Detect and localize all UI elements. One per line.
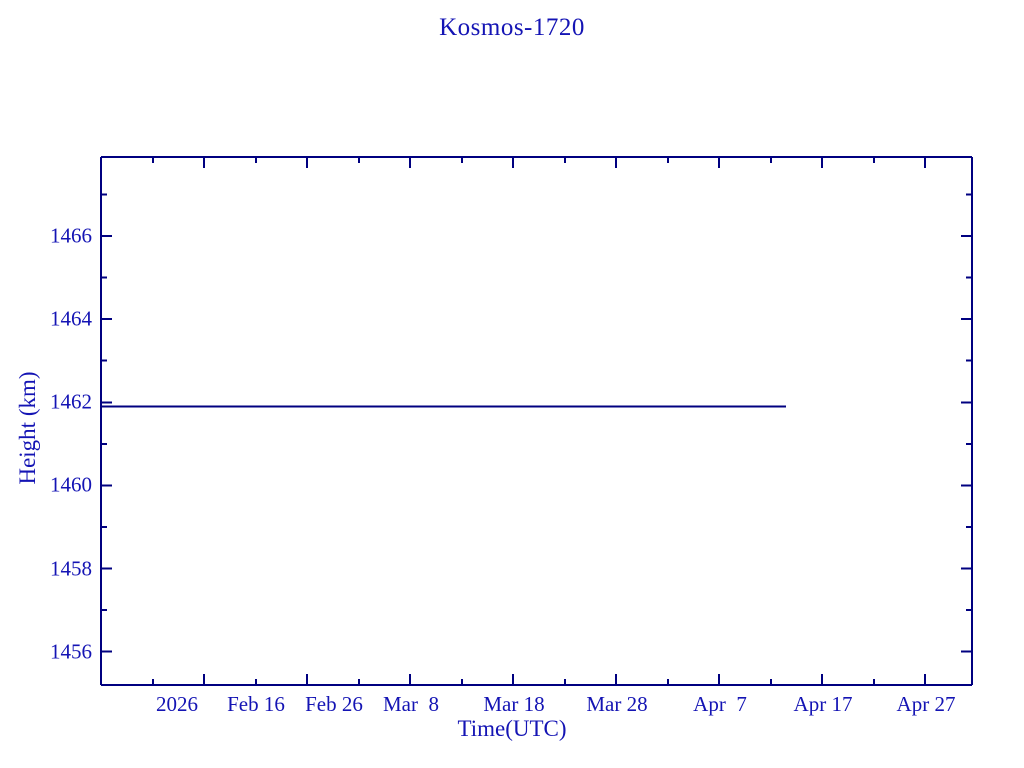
y-tick-label: 1456: [50, 639, 92, 664]
y-tick-label: 1464: [50, 306, 92, 331]
x-tick-label: Mar 18: [483, 692, 545, 716]
y-tick-label: 1466: [50, 223, 92, 248]
y-tick-label: 1458: [50, 556, 92, 581]
x-tick-label: Mar 8: [383, 692, 439, 716]
x-tick-label: Feb 16: [227, 692, 285, 716]
chart-title: Kosmos-1720: [439, 14, 585, 41]
plot-frame: [100, 156, 973, 686]
x-tick-label: Apr 17: [793, 692, 853, 716]
x-tick-label: 2026: [156, 692, 198, 716]
y-tick-label: 1462: [50, 389, 92, 414]
y-axis-tick-labels: 1456 1458 1460 1462 1464 1466: [0, 0, 92, 768]
x-axis-title: Time(UTC): [457, 716, 567, 741]
x-tick-label: Apr 7: [693, 692, 747, 716]
x-tick-label: Apr 27: [896, 692, 956, 716]
axis-ticks: [101, 157, 972, 685]
y-tick-label: 1460: [50, 472, 92, 497]
x-tick-label: Mar 28: [586, 692, 648, 716]
x-tick-label: Feb 26: [305, 692, 363, 716]
